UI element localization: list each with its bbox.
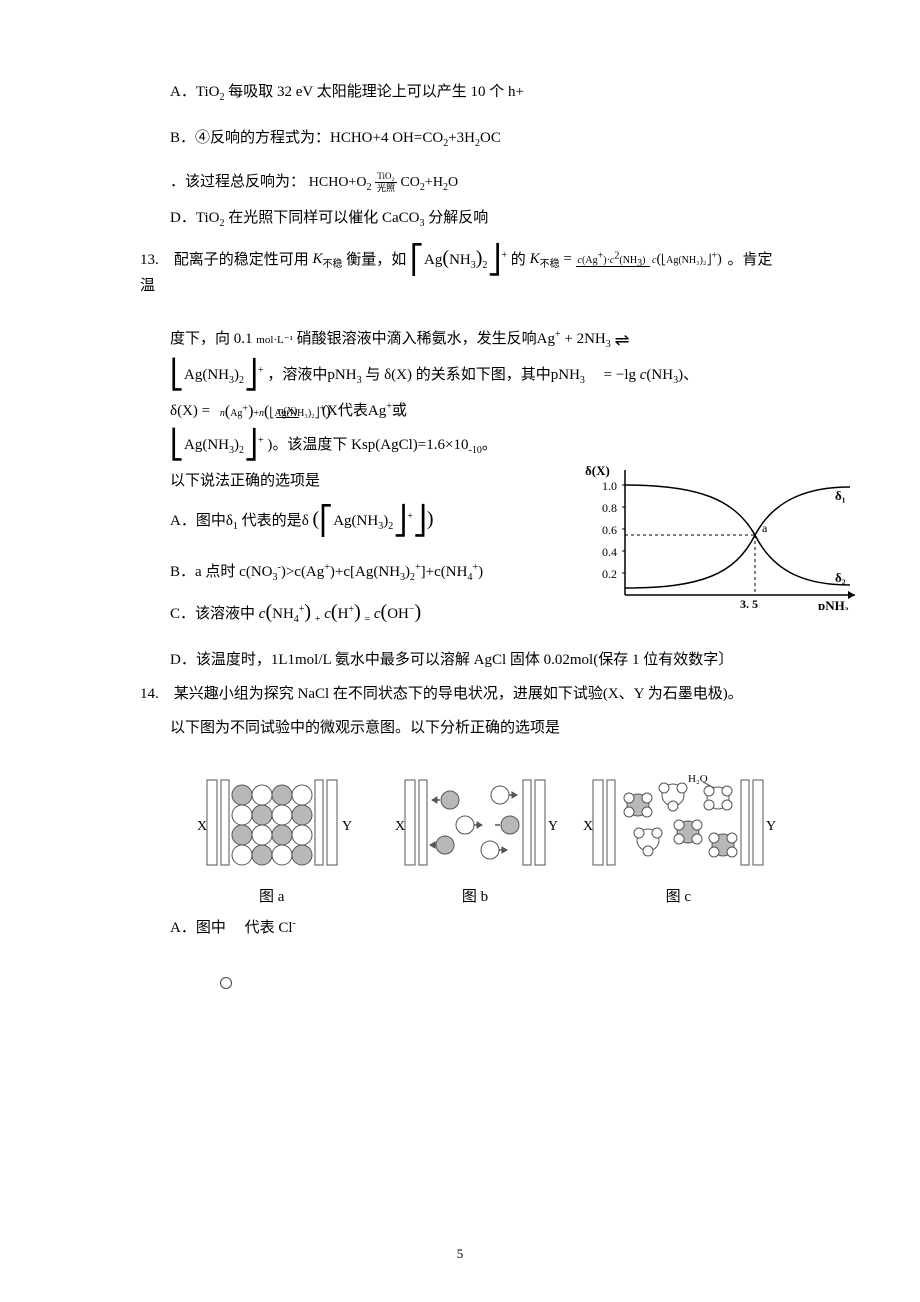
q14-number: 14. [140,682,170,706]
q12-option-d: D．TiO2 在光照下同样可以催化 CaCO3 分解反响 [170,206,780,232]
chart-svg: δ(X) 1.0 0.8 0.6 0.4 0.2 a δ₁ δ₂ 3. 5 pN… [580,460,860,610]
svg-text:X: X [583,819,593,834]
svg-text:0.4: 0.4 [602,545,617,559]
reaction-equation: HCHO+O2 TiO₂ 光照 CO2+H2O [309,175,458,190]
svg-text:δ₁: δ₁ [835,488,846,503]
svg-text:3. 5: 3. 5 [740,597,758,610]
svg-text:X: X [395,819,405,834]
page-number: 5 [457,1246,464,1262]
q12-option-b: B．④反响的方程式为：HCHO+4 OH=CO2+3H2OC [170,126,780,152]
circle-icon [220,975,780,992]
q14-option-a: A．图中 代表 Cl- [170,916,780,940]
svg-text:0.6: 0.6 [602,523,617,537]
svg-text:Y: Y [548,819,558,834]
q13-line5: ⎣Ag(NH3)2⎦+ )。该温度下 Ksp(AgCl)=1.6×10-10。 [170,433,550,459]
svg-text:0.2: 0.2 [602,567,617,581]
svg-text:0.8: 0.8 [602,501,617,515]
svg-text:Y: Y [342,819,352,834]
svg-text:δ₂: δ₂ [835,570,846,585]
diagram-b: X Y 图 b [373,770,576,906]
q14-stem: 14. 某兴趣小组为探究 NaCl 在不同状态下的导电状况，进展如下试验(X、Y… [140,682,780,706]
q14-stem2: 以下图为不同试验中的微观示意图。以下分析正确的选项是 [170,716,780,740]
svg-text:1.0: 1.0 [602,479,617,493]
chart-ylabel: δ(X) [585,463,610,478]
q13-number: 13. [140,248,170,272]
q13-option-d: D．该温度时，1L1mol/L 氨水中最多可以溶解 AgCl 固体 0.02mo… [170,648,780,672]
diagram-a: X Y 图 a [170,770,373,906]
q13-line4: δ(X) = n(Ag+)+n(⎣Ag(NH₃)₂⎦+) n(X) (X代表Ag… [170,399,780,423]
delta-x-chart: δ(X) 1.0 0.8 0.6 0.4 0.2 a δ₁ δ₂ 3. 5 pN… [580,460,860,610]
q13-line3: ⎣Ag(NH3)2⎦+ ，溶液中pNH3 与 δ(X) 的关系如下图，其中pNH… [170,363,780,389]
svg-text:a: a [762,521,768,535]
diagram-c: X Y H₂O 图 c [577,770,780,906]
q13-option-a: A．图中δ1 代表的是δ (⎡Ag(NH3)2⎦+⎦) [170,503,550,535]
svg-text:X: X [197,819,207,834]
svg-text:pNH₃: pNH₃ [818,598,849,610]
q13-question: 以下说法正确的选项是 [170,469,550,493]
q12-option-a: A．TiO2 每吸取 32 eV 太阳能理论上可以产生 10 个 h+ [170,80,780,106]
q13-stem: 13. 配离子的稳定性可用 K不稳 衡量，如 ⎡Ag(NH3)2⎦+ 的 K不稳… [140,242,780,298]
q14-diagrams: X Y 图 a X Y [170,770,780,906]
complex-ion-1: ⎡Ag(NH3)2⎦+ [410,252,511,268]
q13-line2: 度下，向 0.1 mol·L⁻¹ 硝酸银溶液中滴入稀氨水，发生反响Ag+ + 2… [170,323,780,353]
q12-option-c: ．该过程总反响为： HCHO+O2 TiO₂ 光照 CO2+H2O [170,170,780,196]
svg-text:Y: Y [766,819,776,834]
